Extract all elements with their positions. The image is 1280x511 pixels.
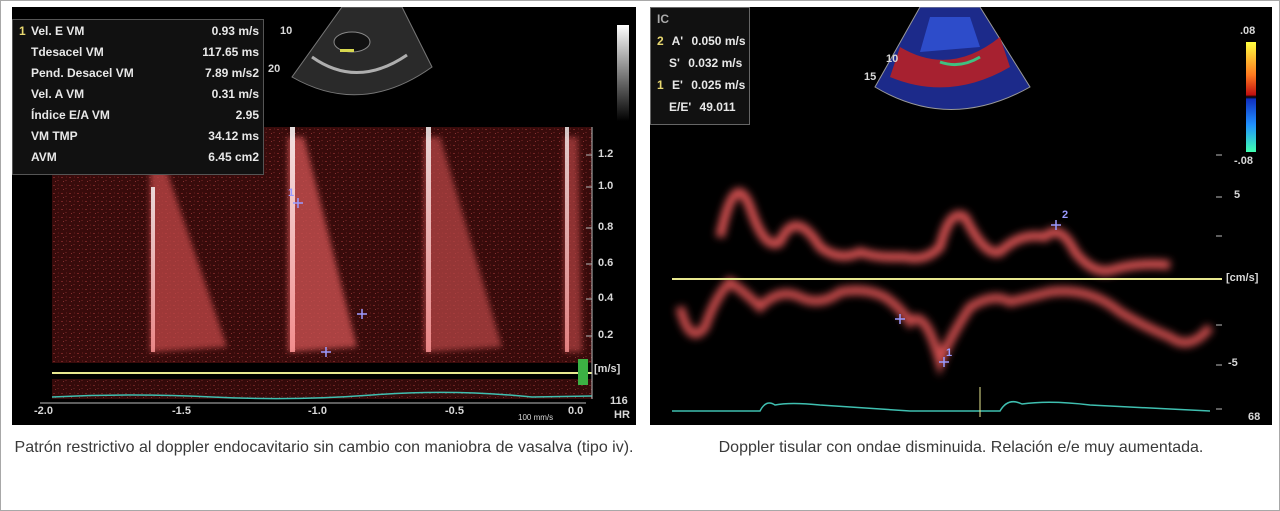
measurement-value: 0.31 m/s [211,87,259,101]
depth-mark: 20 [268,63,281,75]
measurement-row: VM TMP 34.12 ms [19,129,259,148]
b-mode-thumbnail [291,7,433,96]
measurement-label: E' [672,78,683,92]
sweep-speed: 100 mm/s [518,413,554,422]
x-tick-label: -1.0 [308,405,327,417]
measurement-label: Índice E/A VM [31,108,110,122]
measurement-label: VM TMP [31,129,78,143]
scale-top-label: .08 [1240,25,1256,37]
tissue-measurement-box: IC 2 A' 0.050 m/s S' 0.032 m/s 1 E' 0.02… [650,7,750,125]
header-icon: IC [657,12,669,26]
ecg-trace [51,391,593,400]
color-doppler-sector [874,7,1031,110]
marker-label: 2 [1062,209,1069,221]
doppler-mitral-image: 1 Vel. E VM 0.93 m/s Tdesacel VM 117.65 … [12,7,636,425]
measurement-label: Tdesacel VM [31,45,104,59]
measurement-label: Pend. Desacel VM [31,66,134,80]
measurement-value: 0.050 m/s [691,34,746,48]
x-tick-label: -0.5 [445,405,464,417]
measurement-label: Vel. A VM [31,87,85,101]
depth-mark: 15 [864,71,877,83]
measurement-row: S' 0.032 m/s [669,56,761,70]
doppler-mitral-svg [40,7,629,404]
velocity-axis-ticks [586,154,592,337]
measurement-label: E/E' [669,100,692,114]
y-tick-label: 0.4 [598,292,614,304]
measurement-value: 2.95 [235,108,259,122]
measurement-value: 7.89 m/s2 [204,66,259,80]
measurement-markers [895,220,1061,367]
y-tick-label: -5 [1228,357,1238,369]
heart-rate-label: HR [614,409,630,421]
y-tick-label: 0.2 [598,329,614,341]
heart-rate-value: 68 [1248,411,1261,423]
color-velocity-scale [1246,42,1256,152]
measurement-label: AVM [31,150,57,164]
y-tick-label: 1.2 [598,148,614,160]
scale-bottom-label: -.08 [1234,155,1253,167]
gray-scale-bar [617,25,629,121]
measurement-label: Vel. E VM [31,24,85,38]
depth-mark: 10 [886,53,899,65]
y-tick-label: 0.6 [598,257,614,269]
measurement-row: Pend. Desacel VM 7.89 m/s2 [19,66,259,85]
green-level-bar [578,359,588,385]
velocity-envelopes [150,137,582,352]
lower-spectrum-band [52,379,592,399]
measurement-index: 2 [657,34,664,48]
caption-left: Patrón restrictivo al doppler endocavita… [14,439,634,456]
measurement-index: 1 [19,24,26,38]
y-tick-label: 0.8 [598,221,614,233]
marker-label: 1 [946,347,953,359]
caption-right: Doppler tisular con ondae disminuida. Re… [718,439,1204,456]
measurement-value: 6.45 cm2 [208,150,259,164]
measurement-row: Índice E/A VM 2.95 [19,108,259,127]
x-tick-label: -1.5 [172,405,191,417]
measurement-row: 1 E' 0.025 m/s [657,78,749,92]
marker-label: 1 [288,187,295,199]
y-unit-label: [m/s] [594,363,621,375]
tissue-doppler-svg [672,7,1256,417]
measurement-value: 0.93 m/s [211,24,259,38]
measurement-row: Tdesacel VM 117.65 ms [19,45,259,64]
depth-mark: 10 [280,25,293,37]
measurement-row: 2 A' 0.050 m/s [657,34,749,48]
x-tick-label: -2.0 [34,405,53,417]
tissue-doppler-image: IC 2 A' 0.050 m/s S' 0.032 m/s 1 E' 0.02… [650,7,1272,425]
tissue-velocity-trace [675,188,1214,377]
measurement-value: 0.025 m/s [691,78,746,92]
mitral-measurement-box: 1 Vel. E VM 0.93 m/s Tdesacel VM 117.65 … [12,19,264,175]
y-tick-label: 5 [1234,189,1241,201]
measurement-label: A' [671,34,684,48]
measurement-row: AVM 6.45 cm2 [19,150,259,169]
measurement-index: 1 [657,78,664,92]
ecg-trace [672,400,1211,412]
measurement-row: Vel. A VM 0.31 m/s [19,87,259,106]
measurement-markers [293,198,367,357]
measurement-row: E/E' 49.011 [669,100,761,114]
measurement-value: 34.12 ms [208,129,259,143]
measurement-value: 0.032 m/s [688,56,743,70]
spike-lines [151,127,569,352]
measurement-value: 49.011 [699,100,736,114]
measurement-row: 1 Vel. E VM 0.93 m/s [19,24,259,43]
x-tick-label: 0.0 [568,405,584,417]
measurement-label: S' [669,56,680,70]
y-unit-label: [cm/s] [1226,272,1259,284]
velocity-axis-ticks [1216,154,1222,410]
y-tick-label: 1.0 [598,180,614,192]
measurement-value: 117.65 ms [202,45,259,59]
heart-rate-value: 116 [610,395,628,407]
